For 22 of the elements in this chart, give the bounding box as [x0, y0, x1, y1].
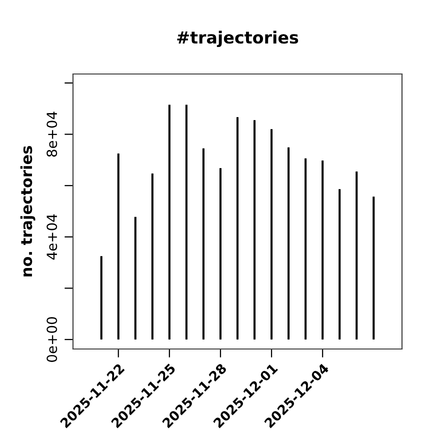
- bar: [253, 120, 256, 340]
- bar: [151, 174, 154, 340]
- bar: [236, 117, 239, 340]
- bar: [185, 104, 188, 340]
- bar: [372, 196, 375, 340]
- y-tick-label: 4e+04: [46, 214, 58, 260]
- bar: [168, 104, 170, 340]
- bar: [100, 256, 102, 340]
- y-tick-label: 8e+04: [46, 112, 58, 157]
- bar: [304, 158, 307, 340]
- y-tick-label: 0e+00: [46, 317, 58, 362]
- chart-title: #trajectories: [177, 30, 298, 48]
- bar: [356, 171, 358, 340]
- bar: [288, 147, 290, 340]
- bar: [322, 160, 324, 340]
- bar: [219, 168, 222, 340]
- bar: [117, 154, 120, 340]
- bar: [270, 129, 273, 340]
- bar: [134, 216, 136, 340]
- bar: [202, 148, 204, 340]
- y-axis-title: no. trajectories: [20, 146, 36, 276]
- bar: [338, 189, 341, 340]
